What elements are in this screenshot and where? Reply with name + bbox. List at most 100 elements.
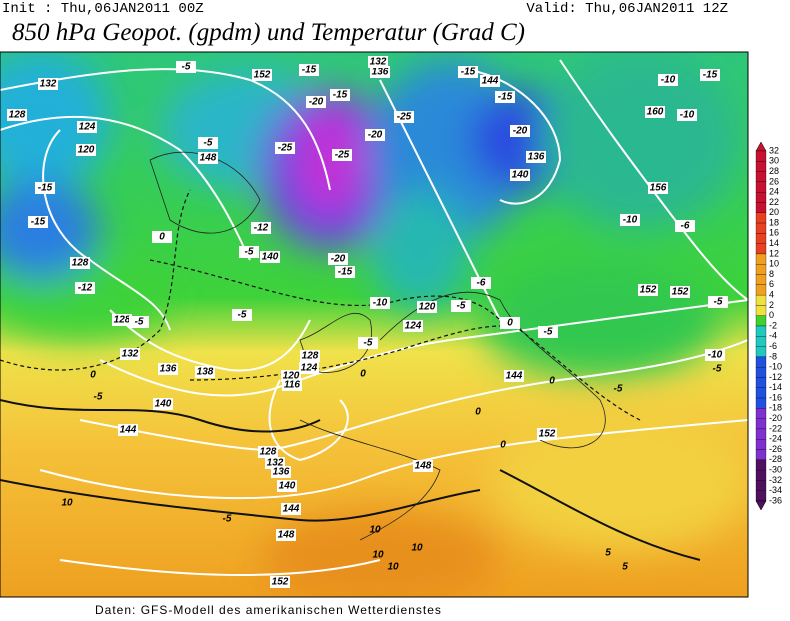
label-box <box>70 257 90 269</box>
label-box <box>300 350 320 362</box>
colorbar-label: -8 <box>769 351 777 361</box>
contour-label: 116 <box>284 380 300 391</box>
colorbar-arrow <box>755 500 767 511</box>
colorbar-cell <box>755 243 767 255</box>
contour-label: 136 <box>528 152 545 163</box>
colorbar-label: -20 <box>769 413 782 423</box>
label-box <box>658 74 678 86</box>
colorbar-cell <box>755 233 767 244</box>
colorbar-cell <box>755 346 767 358</box>
contour-label: -5 <box>713 364 722 375</box>
label-box <box>120 348 140 360</box>
contour-label: -25 <box>335 150 350 161</box>
contour-label: -5 <box>544 327 553 338</box>
contour-label: 144 <box>482 76 499 87</box>
contour-label: 136 <box>372 67 389 78</box>
contour-label: 140 <box>279 481 296 492</box>
colorbar-cell <box>755 192 767 203</box>
label-box <box>239 246 259 258</box>
label-box <box>708 296 728 308</box>
contour-label: 124 <box>301 363 318 374</box>
contour-label: -5 <box>94 392 103 403</box>
contour-label: -10 <box>661 75 676 86</box>
label-box <box>335 266 355 278</box>
colorbar-label: 24 <box>769 187 779 197</box>
contour-label: -15 <box>333 90 348 101</box>
colorbar-label: -12 <box>769 372 782 382</box>
colorbar-cell <box>755 377 767 388</box>
colorbar-label: -16 <box>769 392 782 402</box>
contour-label: 0 <box>360 369 366 380</box>
contour-label: -20 <box>368 130 383 141</box>
contour-label: 128 <box>302 351 319 362</box>
colorbar-label: 2 <box>769 300 774 310</box>
contour-label: 148 <box>200 153 217 164</box>
contour-label: 140 <box>512 170 529 181</box>
contour-label: 136 <box>160 364 177 375</box>
contour-label: -12 <box>254 223 269 234</box>
label-box <box>271 466 291 478</box>
label-box <box>648 182 668 194</box>
colorbar-cell <box>755 469 767 481</box>
colorbar-label: -6 <box>769 341 777 351</box>
colorbar-cell <box>755 449 767 460</box>
colorbar-label: 30 <box>769 156 779 166</box>
contour-label: 138 <box>197 367 214 378</box>
contour-label: 0 <box>507 318 513 329</box>
colorbar-cell <box>755 181 767 193</box>
contour-label: 10 <box>369 525 381 536</box>
label-box <box>705 349 725 361</box>
colorbar-cell <box>755 367 767 378</box>
contour-label: -20 <box>331 254 346 265</box>
colorbar-label: 12 <box>769 248 779 258</box>
label-box <box>458 66 478 78</box>
contour-label: -5 <box>614 384 623 395</box>
colorbar: 32302826242220181614121086420-2-4-6-8-10… <box>755 141 782 511</box>
contour-label: 144 <box>506 371 523 382</box>
colorbar-cell <box>755 161 767 172</box>
label-box <box>368 56 388 68</box>
label-box <box>198 137 218 149</box>
colorbar-cell <box>755 202 767 213</box>
colorbar-cell <box>755 356 767 368</box>
colorbar-label: -2 <box>769 320 777 330</box>
label-box <box>35 182 55 194</box>
colorbar-label: -32 <box>769 475 782 485</box>
contour-label: 10 <box>372 550 384 561</box>
contour-label: 120 <box>283 371 300 382</box>
contour-label: -15 <box>461 67 476 78</box>
contour-label: 0 <box>159 232 165 243</box>
contour-label: 132 <box>122 349 139 360</box>
contour-label: -5 <box>182 62 191 73</box>
contour-label: 140 <box>262 252 279 263</box>
coastlines <box>149 151 606 541</box>
label-box <box>638 284 658 296</box>
label-box <box>158 363 178 375</box>
label-box <box>153 398 173 410</box>
label-box <box>510 125 530 137</box>
contour-label: 128 <box>9 110 26 121</box>
label-box <box>358 337 378 349</box>
label-box <box>28 216 48 228</box>
contour-label: 128 <box>72 258 89 269</box>
contour-label: 156 <box>650 183 667 194</box>
label-box <box>510 169 530 181</box>
label-box <box>299 64 319 76</box>
label-box <box>537 428 557 440</box>
contour-label: -6 <box>477 278 486 289</box>
contour-label: 120 <box>419 302 436 313</box>
label-box <box>270 576 290 588</box>
colorbar-label: -24 <box>769 434 782 444</box>
label-box <box>504 370 524 382</box>
contour-label: -15 <box>31 217 46 228</box>
contour-label: -5 <box>223 514 232 525</box>
contour-label: 132 <box>267 458 284 469</box>
contour-label: 128 <box>114 315 131 326</box>
contour-label: 5 <box>622 562 628 573</box>
contour-label: -5 <box>238 310 247 321</box>
contour-label: -10 <box>623 215 638 226</box>
valid-time: Valid: Thu,06JAN2011 12Z <box>526 1 728 17</box>
colorbar-label: -10 <box>769 362 782 372</box>
